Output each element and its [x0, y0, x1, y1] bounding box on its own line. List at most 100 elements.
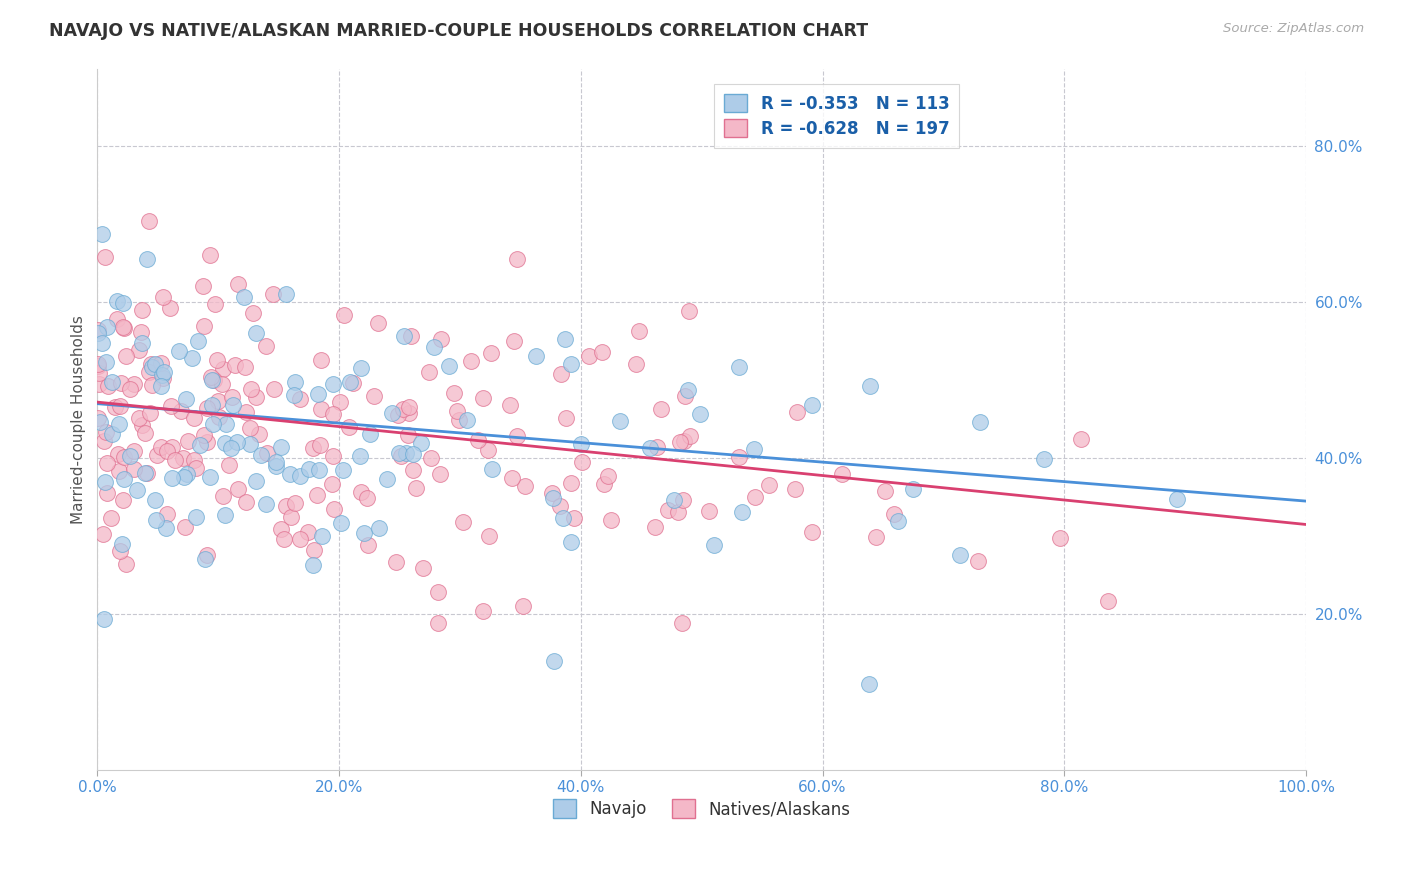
Point — [554, 332, 576, 346]
Point — [112, 450, 135, 464]
Point — [94, 355, 117, 369]
Point — [392, 329, 415, 343]
Point — [139, 406, 162, 420]
Point — [288, 532, 311, 546]
Point — [477, 529, 499, 543]
Point — [221, 390, 243, 404]
Point — [363, 389, 385, 403]
Point — [505, 429, 527, 443]
Point — [679, 429, 702, 443]
Point — [322, 407, 344, 421]
Point — [419, 450, 441, 465]
Point — [284, 496, 307, 510]
Point — [173, 470, 195, 484]
Point — [89, 366, 111, 380]
Point — [118, 382, 141, 396]
Point — [353, 526, 375, 541]
Point — [479, 346, 502, 360]
Point — [270, 522, 292, 536]
Point — [174, 392, 197, 406]
Point — [903, 482, 925, 496]
Point — [96, 456, 118, 470]
Point — [398, 406, 420, 420]
Point — [90, 335, 112, 350]
Point — [357, 538, 380, 552]
Point — [174, 520, 197, 534]
Point — [728, 450, 751, 464]
Point — [135, 252, 157, 267]
Point — [162, 471, 184, 485]
Point — [550, 367, 572, 381]
Point — [308, 462, 330, 476]
Point — [439, 359, 461, 373]
Point — [201, 373, 224, 387]
Point — [624, 357, 647, 371]
Point — [350, 361, 373, 376]
Point — [141, 357, 163, 371]
Point — [207, 393, 229, 408]
Point — [200, 370, 222, 384]
Point — [263, 382, 285, 396]
Text: Source: ZipAtlas.com: Source: ZipAtlas.com — [1223, 22, 1364, 36]
Point — [205, 353, 228, 368]
Point — [112, 319, 135, 334]
Point — [122, 462, 145, 476]
Point — [402, 463, 425, 477]
Point — [134, 426, 156, 441]
Point — [159, 301, 181, 315]
Point — [785, 483, 807, 497]
Point — [548, 499, 571, 513]
Point — [669, 435, 692, 450]
Point — [569, 436, 592, 450]
Point — [254, 339, 277, 353]
Point — [276, 499, 298, 513]
Point — [418, 365, 440, 379]
Point — [214, 435, 236, 450]
Point — [273, 532, 295, 546]
Point — [91, 227, 114, 241]
Point — [697, 504, 720, 518]
Point — [172, 450, 194, 465]
Point — [131, 302, 153, 317]
Point — [215, 417, 238, 432]
Point — [540, 486, 562, 500]
Point — [193, 318, 215, 333]
Point — [87, 326, 110, 340]
Point — [110, 544, 132, 558]
Legend: Navajo, Natives/Alaskans: Navajo, Natives/Alaskans — [546, 793, 858, 825]
Point — [628, 324, 651, 338]
Point — [672, 434, 695, 448]
Point — [329, 516, 352, 531]
Point — [349, 449, 371, 463]
Point — [541, 491, 564, 505]
Point — [191, 279, 214, 293]
Point — [96, 320, 118, 334]
Point — [104, 400, 127, 414]
Point — [672, 492, 695, 507]
Point — [270, 441, 292, 455]
Point — [264, 455, 287, 469]
Point — [239, 382, 262, 396]
Point — [302, 441, 325, 455]
Point — [221, 441, 243, 455]
Point — [87, 358, 110, 372]
Point — [274, 287, 297, 301]
Point — [385, 555, 408, 569]
Point — [131, 336, 153, 351]
Point — [195, 548, 218, 562]
Point — [543, 654, 565, 668]
Point — [280, 510, 302, 524]
Point — [105, 311, 128, 326]
Point — [222, 398, 245, 412]
Point — [152, 290, 174, 304]
Point — [560, 357, 582, 371]
Point — [145, 513, 167, 527]
Point — [212, 489, 235, 503]
Point — [359, 427, 381, 442]
Point — [481, 462, 503, 476]
Point — [290, 469, 312, 483]
Point — [298, 462, 321, 476]
Point — [662, 493, 685, 508]
Point — [423, 340, 446, 354]
Point — [111, 537, 134, 551]
